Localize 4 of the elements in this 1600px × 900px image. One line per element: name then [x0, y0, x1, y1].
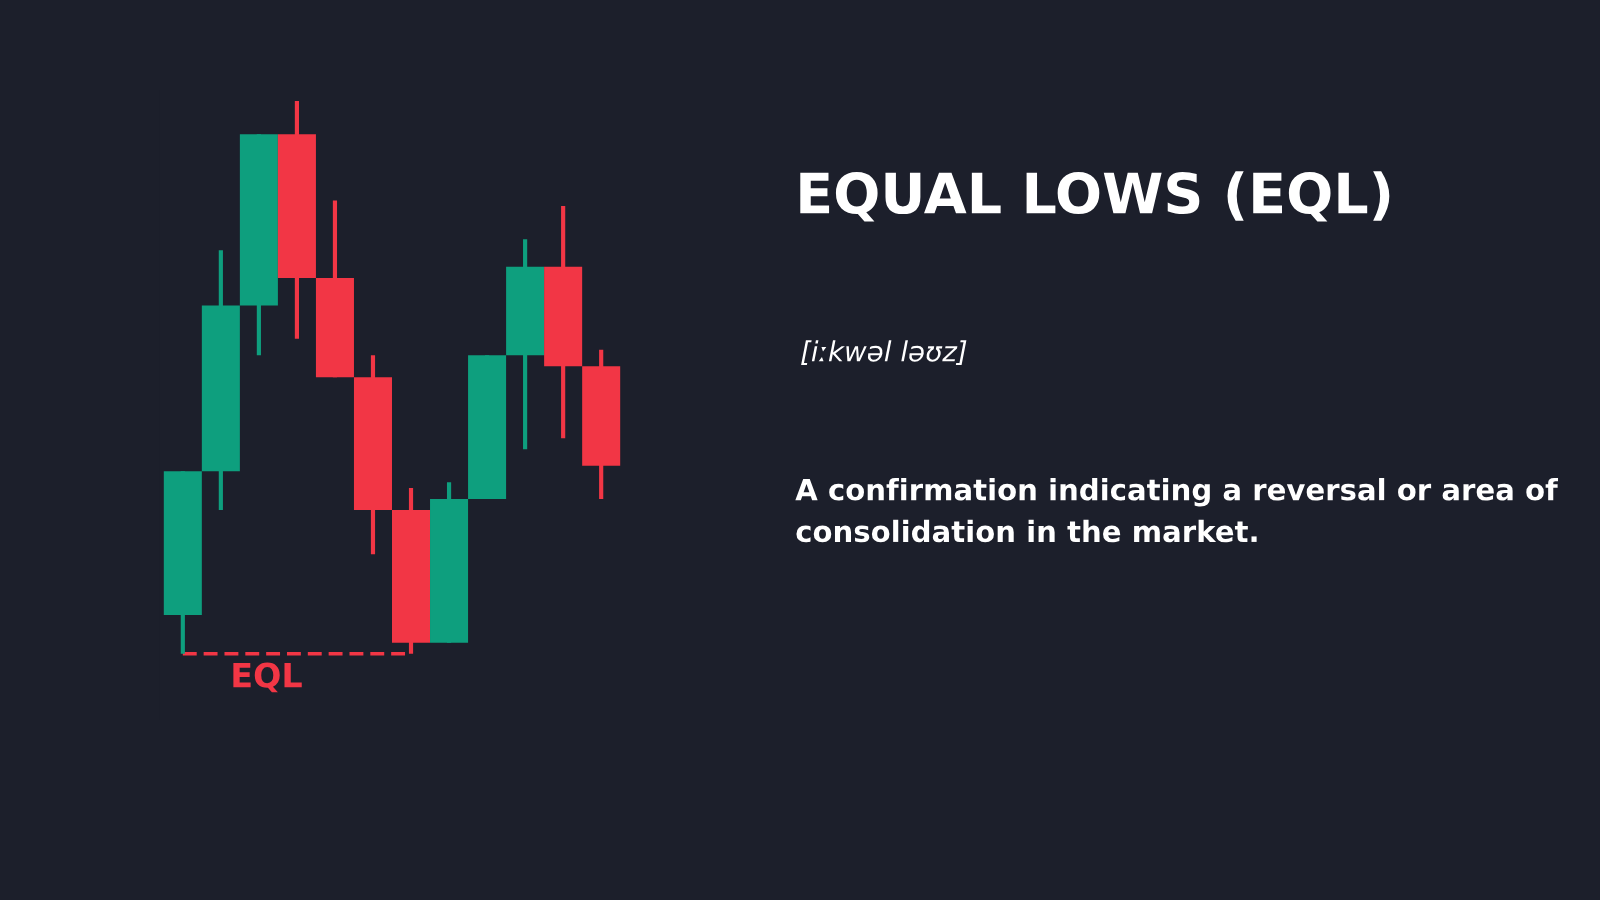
ref-line-label: EQL [233, 662, 302, 693]
text: [iːkwəl ləʊz] [801, 340, 967, 366]
text: A confirmation indicating a reversal or area of consolidation in the market. [795, 478, 1559, 543]
text: EQUAL LOWS (EQL) [800, 171, 1390, 222]
